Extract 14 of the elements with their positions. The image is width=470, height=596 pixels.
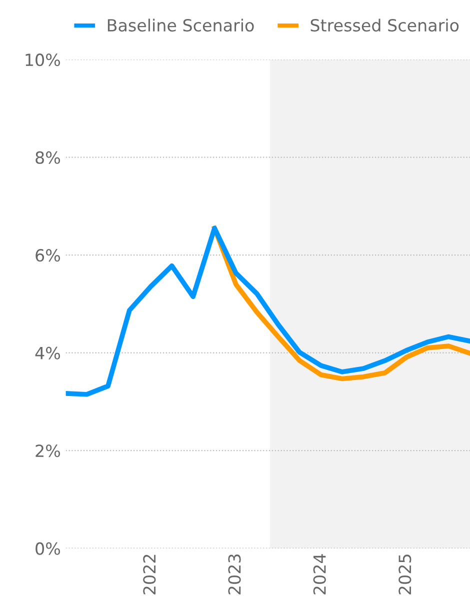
legend-label: Baseline Scenario — [108, 18, 254, 32]
line-series — [66, 226, 470, 397]
x-tick-label: 2023 — [228, 554, 241, 594]
y-tick-label: 10% — [26, 54, 60, 66]
y-tick-label: 0% — [36, 542, 60, 555]
x-tick-label: 2024 — [313, 554, 326, 594]
legend-label: Stressed Scenario — [310, 18, 459, 32]
y-tick-label: 4% — [35, 346, 60, 360]
y-tick-label: 8% — [36, 151, 60, 164]
x-tick-label: 2022 — [143, 554, 156, 594]
line-series — [212, 226, 470, 382]
x-tick-label: 2025 — [398, 554, 412, 594]
y-tick-label: 6% — [36, 249, 60, 262]
y-tick-label: 2% — [36, 444, 60, 458]
